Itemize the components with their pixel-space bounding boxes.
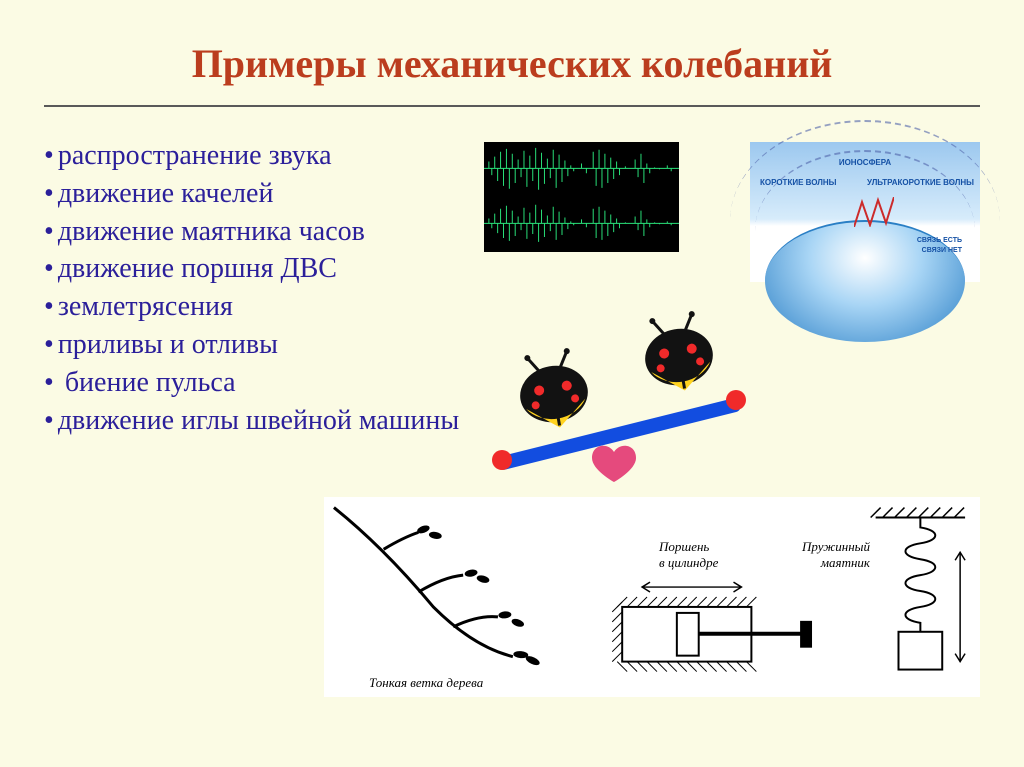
ionosphere-label: ИОНОСФЕРА [839,158,891,167]
ionosphere-waves-image: ИОНОСФЕРА КОРОТКИЕ ВОЛНЫ УЛЬТРАКОРОТКИЕ … [750,142,980,282]
content-area: распространение звука движение качелей д… [44,137,980,697]
piston-label-1: Поршень [659,539,709,555]
seesaw-ladybugs-image [484,302,754,492]
piston-cylinder-icon [612,582,811,671]
spring-label-1: Пружинный [802,539,870,555]
spring-pendulum-icon [871,508,965,670]
shortwave-label: КОРОТКИЕ ВОЛНЫ [760,178,836,187]
list-item: приливы и отливы [44,326,464,364]
branch-label: Тонкая ветка дерева [369,675,483,691]
link-yes-label: СВЯЗЬ ЕСТЬ [917,237,962,244]
list-item: распространение звука [44,137,464,175]
list-item: землетрясения [44,288,464,326]
sound-waveform-image [484,142,679,252]
waveform-icon [484,142,679,196]
spring-label-2: маятник [821,555,870,571]
tree-branch-icon [334,508,540,667]
slide-title: Примеры механических колебаний [0,0,1024,87]
piston-label-2: в цилиндре [659,555,718,571]
list-item: движение маятника часов [44,213,464,251]
shortwave-zigzag-icon [854,197,894,227]
list-item: движение иглы швейной машины [44,402,464,440]
title-divider [44,105,980,107]
link-no-label: СВЯЗИ НЕТ [922,247,962,254]
list-item: движение поршня ДВС [44,250,464,288]
list-item: движение качелей [44,175,464,213]
examples-list: распространение звука движение качелей д… [44,137,464,439]
oscillation-examples-diagram: Тонкая ветка дерева Поршень в цилиндре П… [324,497,980,697]
ultrashortwave-label: УЛЬТРАКОРОТКИЕ ВОЛНЫ [867,178,974,187]
waveform-icon [484,197,679,251]
list-item: биение пульса [44,364,464,402]
